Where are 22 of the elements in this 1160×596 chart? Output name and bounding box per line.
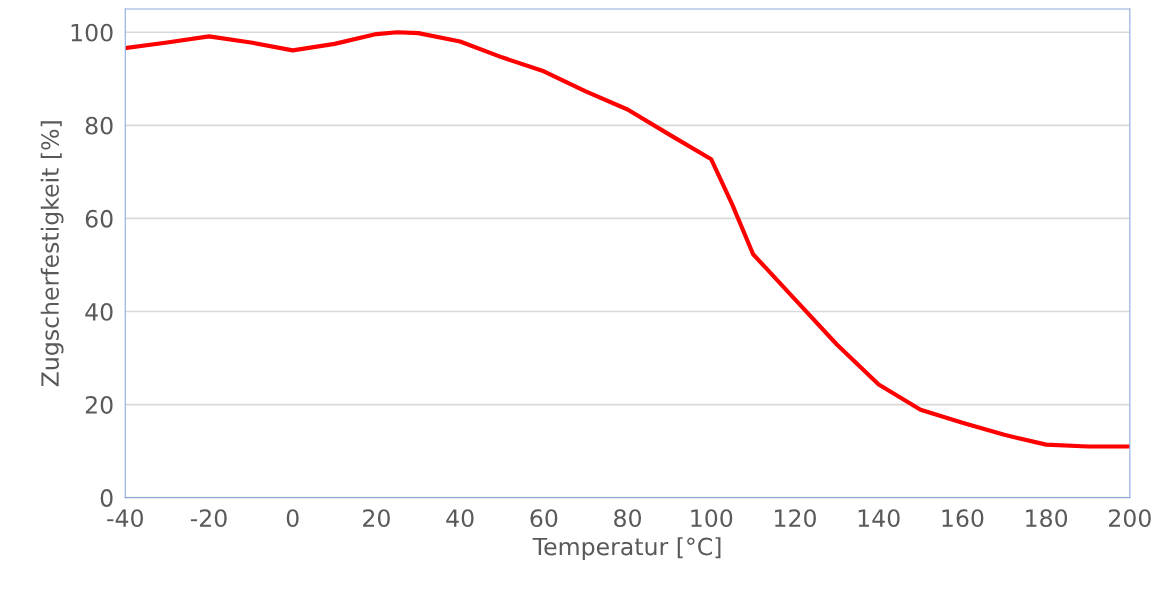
line-series bbox=[125, 30, 1130, 449]
x-tick-label: 140 bbox=[858, 509, 900, 528]
y-tick-label: 40 bbox=[85, 302, 113, 321]
x-tick-label: 100 bbox=[691, 509, 733, 528]
y-tick-label: 80 bbox=[85, 116, 113, 135]
x-tick-label: 120 bbox=[775, 509, 816, 528]
x-tick-label: 200 bbox=[1109, 509, 1151, 528]
x-tick-label: 40 bbox=[446, 509, 474, 528]
x-tick-label: 20 bbox=[363, 509, 390, 528]
y-tick-label: 60 bbox=[85, 209, 113, 228]
y-tick-label: 0 bbox=[100, 489, 113, 507]
x-tick-label: 160 bbox=[942, 509, 984, 528]
x-tick-label: 60 bbox=[530, 509, 558, 528]
x-tick-label: -40 bbox=[107, 509, 143, 528]
x-tick-label: 180 bbox=[1026, 509, 1068, 528]
y-axis-title: Zugscherfestigkeit [%] bbox=[40, 121, 64, 387]
y-tick-label: 100 bbox=[71, 23, 113, 42]
x-tick-label: 0 bbox=[286, 509, 299, 528]
x-axis-title: Temperatur [°C] bbox=[532, 537, 721, 561]
x-tick-label: 80 bbox=[614, 509, 642, 528]
x-tick-label: -20 bbox=[190, 509, 227, 528]
y-tick-label: 20 bbox=[85, 396, 113, 414]
